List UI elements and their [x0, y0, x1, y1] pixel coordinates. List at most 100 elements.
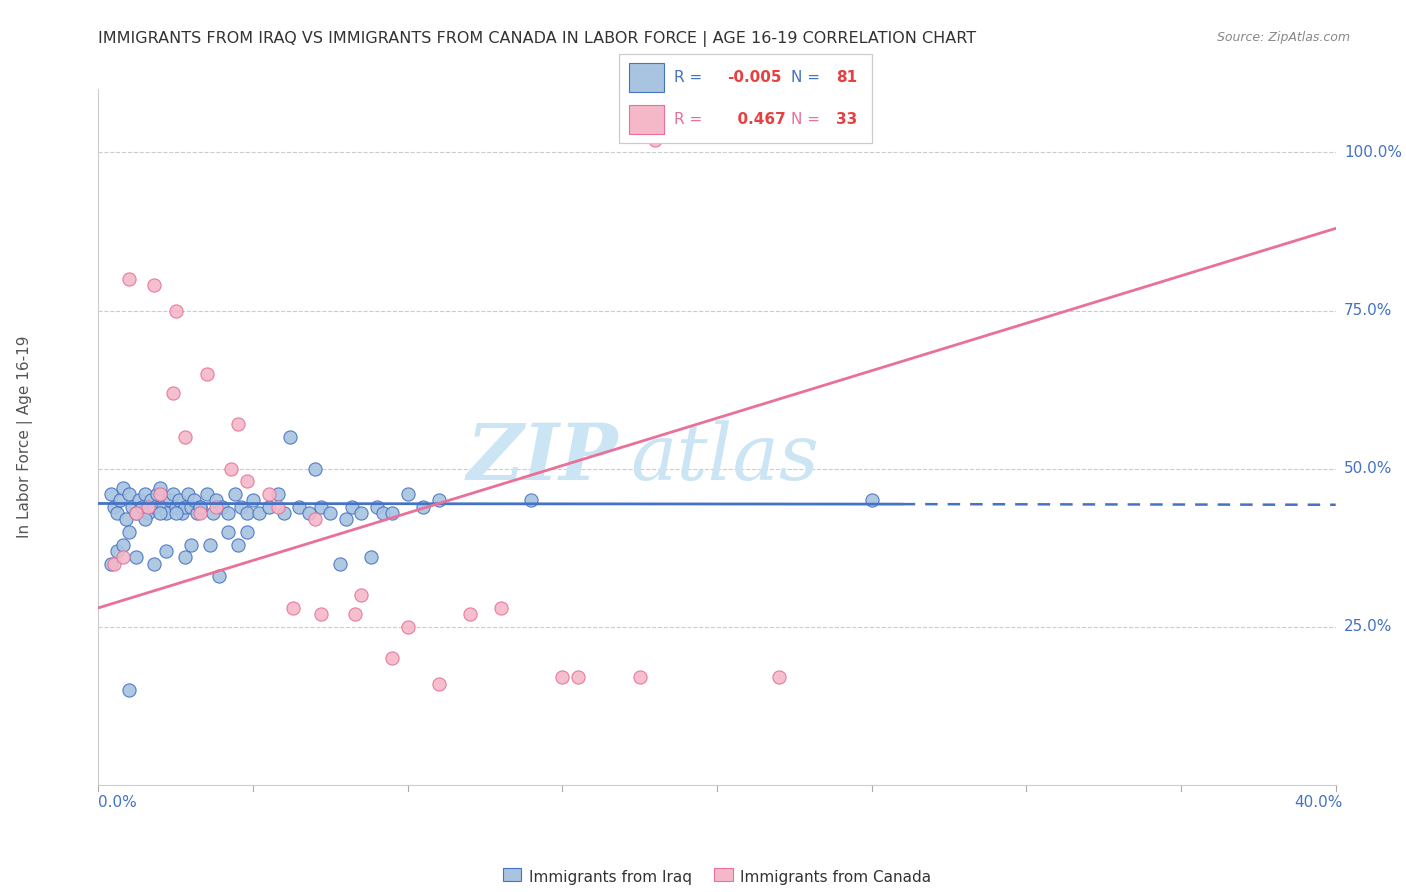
Point	[139, 493, 162, 508]
Point	[134, 487, 156, 501]
Point	[136, 500, 159, 514]
Point	[208, 569, 231, 583]
Text: 0.0%: 0.0%	[98, 796, 138, 810]
Point	[103, 557, 125, 571]
Point	[860, 493, 883, 508]
Point	[118, 487, 141, 501]
Point	[118, 524, 141, 539]
Point	[105, 544, 128, 558]
Point	[247, 506, 270, 520]
Point	[427, 677, 450, 691]
Point	[100, 557, 122, 571]
Point	[195, 367, 218, 381]
Text: 0.467: 0.467	[727, 112, 786, 127]
Point	[350, 506, 373, 520]
Point	[149, 506, 172, 520]
Point	[162, 385, 184, 400]
Legend: Immigrants from Iraq, Immigrants from Canada: Immigrants from Iraq, Immigrants from Ca…	[502, 871, 932, 885]
Point	[283, 600, 305, 615]
Point	[121, 500, 143, 514]
Point	[162, 487, 184, 501]
Point	[112, 538, 135, 552]
Text: 100.0%: 100.0%	[1344, 145, 1402, 160]
Point	[146, 487, 169, 501]
Point	[205, 500, 228, 514]
Text: IMMIGRANTS FROM IRAQ VS IMMIGRANTS FROM CANADA IN LABOR FORCE | AGE 16-19 CORREL: IMMIGRANTS FROM IRAQ VS IMMIGRANTS FROM …	[98, 31, 977, 47]
Point	[396, 487, 419, 501]
Point	[174, 550, 197, 565]
Point	[335, 512, 357, 526]
Text: N =: N =	[790, 70, 824, 85]
Point	[177, 487, 200, 501]
Point	[112, 481, 135, 495]
Point	[350, 588, 373, 602]
Point	[236, 524, 259, 539]
Point	[174, 500, 197, 514]
Point	[458, 607, 481, 622]
Point	[267, 487, 290, 501]
Text: ZIP: ZIP	[467, 420, 619, 496]
Point	[131, 500, 153, 514]
Point	[118, 272, 141, 286]
Point	[520, 493, 543, 508]
Point	[100, 487, 122, 501]
Point	[165, 500, 187, 514]
Point	[186, 506, 208, 520]
Point	[118, 683, 141, 698]
Point	[167, 493, 190, 508]
Point	[360, 550, 382, 565]
Point	[211, 500, 233, 514]
Text: 40.0%: 40.0%	[1295, 796, 1343, 810]
Point	[236, 475, 259, 489]
Point	[257, 487, 280, 501]
Point	[124, 550, 146, 565]
Point	[165, 506, 187, 520]
Point	[340, 500, 363, 514]
Text: R =: R =	[675, 112, 707, 127]
Point	[143, 500, 166, 514]
Point	[124, 506, 146, 520]
Point	[149, 487, 172, 501]
Point	[489, 600, 512, 615]
Point	[427, 493, 450, 508]
Point	[298, 506, 321, 520]
Point	[273, 506, 295, 520]
Point	[319, 506, 342, 520]
Point	[236, 506, 259, 520]
Point	[174, 430, 197, 444]
Point	[183, 493, 205, 508]
Point	[551, 670, 574, 684]
Point	[304, 461, 326, 475]
Point	[567, 670, 589, 684]
Point	[366, 500, 388, 514]
Point	[205, 493, 228, 508]
Text: R =: R =	[675, 70, 707, 85]
Point	[226, 417, 249, 432]
Point	[115, 512, 138, 526]
Point	[768, 670, 790, 684]
Point	[201, 506, 224, 520]
Point	[170, 506, 193, 520]
Point	[304, 512, 326, 526]
Point	[143, 557, 166, 571]
Point	[198, 538, 221, 552]
Text: 25.0%: 25.0%	[1344, 619, 1392, 634]
Text: N =: N =	[790, 112, 824, 127]
Point	[159, 493, 181, 508]
Point	[644, 133, 666, 147]
Point	[180, 538, 202, 552]
Point	[226, 538, 249, 552]
Text: 50.0%: 50.0%	[1344, 461, 1392, 476]
Point	[190, 506, 212, 520]
Point	[108, 493, 131, 508]
Point	[371, 506, 394, 520]
Point	[165, 303, 187, 318]
Point	[180, 500, 202, 514]
Text: -0.005: -0.005	[727, 70, 782, 85]
Text: atlas: atlas	[630, 420, 820, 496]
Point	[381, 651, 404, 665]
Point	[195, 487, 218, 501]
Point	[229, 500, 252, 514]
Point	[190, 500, 212, 514]
Point	[155, 544, 177, 558]
